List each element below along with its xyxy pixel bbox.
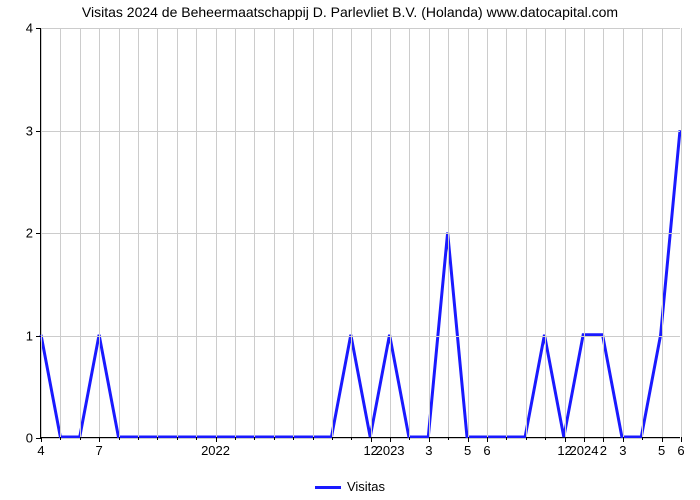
xtick-mark — [429, 437, 430, 442]
gridline-vertical — [80, 28, 81, 437]
ytick-label: 3 — [26, 123, 33, 138]
gridline-vertical — [584, 28, 585, 437]
gridline-vertical — [448, 28, 449, 437]
xtick-minor — [642, 437, 643, 440]
xtick-mark — [623, 437, 624, 442]
gridline-vertical — [603, 28, 604, 437]
gridline-vertical — [642, 28, 643, 437]
xtick-minor — [293, 437, 294, 440]
ytick-label: 1 — [26, 328, 33, 343]
gridline-vertical — [196, 28, 197, 437]
gridline-vertical — [254, 28, 255, 437]
gridline-vertical — [138, 28, 139, 437]
xtick-mark — [584, 437, 585, 442]
ytick-label: 4 — [26, 21, 33, 36]
gridline-vertical — [487, 28, 488, 437]
xtick-mark — [681, 437, 682, 442]
gridline-vertical — [177, 28, 178, 437]
gridline-vertical — [545, 28, 546, 437]
xtick-label: 5 — [658, 443, 665, 458]
gridline-vertical — [623, 28, 624, 437]
gridline-vertical — [274, 28, 275, 437]
xtick-minor — [274, 437, 275, 440]
gridline-vertical — [293, 28, 294, 437]
gridline-vertical — [235, 28, 236, 437]
xtick-minor — [506, 437, 507, 440]
xtick-minor — [332, 437, 333, 440]
xtick-label: 6 — [677, 443, 684, 458]
xtick-label: 2023 — [376, 443, 405, 458]
gridline-vertical — [468, 28, 469, 437]
gridline-vertical — [41, 28, 42, 437]
xtick-minor — [409, 437, 410, 440]
xtick-minor — [526, 437, 527, 440]
gridline-vertical — [526, 28, 527, 437]
xtick-label: 3 — [619, 443, 626, 458]
xtick-minor — [448, 437, 449, 440]
xtick-mark — [662, 437, 663, 442]
xtick-mark — [41, 437, 42, 442]
legend: Visitas — [0, 479, 700, 494]
gridline-vertical — [99, 28, 100, 437]
gridline-vertical — [157, 28, 158, 437]
xtick-minor — [119, 437, 120, 440]
xtick-minor — [60, 437, 61, 440]
xtick-mark — [487, 437, 488, 442]
xtick-mark — [390, 437, 391, 442]
gridline-vertical — [662, 28, 663, 437]
xtick-minor — [351, 437, 352, 440]
xtick-minor — [177, 437, 178, 440]
xtick-mark — [371, 437, 372, 442]
xtick-label: 2022 — [201, 443, 230, 458]
xtick-mark — [468, 437, 469, 442]
plot-area: 012344720221220233561220242356 — [40, 28, 680, 438]
gridline-vertical — [681, 28, 682, 437]
xtick-label: 4 — [37, 443, 44, 458]
chart-title: Visitas 2024 de Beheermaatschappij D. Pa… — [0, 4, 700, 20]
gridline-vertical — [429, 28, 430, 437]
ytick-label: 0 — [26, 431, 33, 446]
xtick-minor — [138, 437, 139, 440]
gridline-vertical — [60, 28, 61, 437]
gridline-vertical — [371, 28, 372, 437]
gridline-vertical — [216, 28, 217, 437]
legend-swatch — [315, 486, 341, 489]
gridline-vertical — [313, 28, 314, 437]
xtick-minor — [254, 437, 255, 440]
gridline-vertical — [351, 28, 352, 437]
gridline-vertical — [565, 28, 566, 437]
gridline-vertical — [506, 28, 507, 437]
xtick-minor — [80, 437, 81, 440]
gridline-vertical — [390, 28, 391, 437]
xtick-label: 3 — [425, 443, 432, 458]
xtick-minor — [157, 437, 158, 440]
xtick-mark — [603, 437, 604, 442]
xtick-label: 6 — [483, 443, 490, 458]
xtick-label: 2 — [600, 443, 607, 458]
xtick-minor — [313, 437, 314, 440]
visits-chart: Visitas 2024 de Beheermaatschappij D. Pa… — [0, 0, 700, 500]
gridline-vertical — [332, 28, 333, 437]
legend-label: Visitas — [347, 479, 385, 494]
xtick-minor — [196, 437, 197, 440]
xtick-label: 2024 — [570, 443, 599, 458]
ytick-label: 2 — [26, 226, 33, 241]
gridline-vertical — [409, 28, 410, 437]
xtick-minor — [545, 437, 546, 440]
xtick-label: 5 — [464, 443, 471, 458]
xtick-minor — [235, 437, 236, 440]
gridline-vertical — [119, 28, 120, 437]
xtick-mark — [565, 437, 566, 442]
xtick-mark — [99, 437, 100, 442]
xtick-label: 7 — [96, 443, 103, 458]
xtick-mark — [216, 437, 217, 442]
